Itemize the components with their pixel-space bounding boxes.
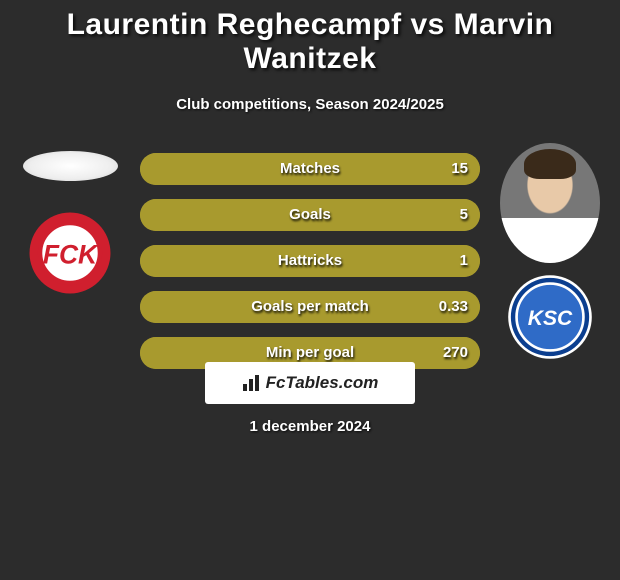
stat-value-right: 1	[460, 245, 468, 277]
subtitle: Club competitions, Season 2024/2025	[0, 96, 620, 113]
club-badge-right: KSC	[506, 273, 594, 361]
left-player-column: FCK	[10, 143, 130, 297]
player-right-photo	[500, 143, 600, 263]
footer-brand-text: FcTables.com	[266, 373, 379, 393]
svg-text:KSC: KSC	[528, 307, 573, 330]
stat-label: Matches	[140, 153, 480, 185]
stat-row: Goals5	[140, 199, 480, 231]
stat-value-right: 5	[460, 199, 468, 231]
fctables-logo: FcTables.com	[205, 362, 415, 404]
stat-label: Goals	[140, 199, 480, 231]
stat-row: Matches15	[140, 153, 480, 185]
stat-bars: Matches15Goals5Hattricks1Goals per match…	[140, 153, 480, 383]
bar-chart-icon	[242, 374, 262, 392]
stat-value-right: 0.33	[439, 291, 468, 323]
svg-text:FCK: FCK	[43, 240, 99, 270]
comparison-panel: FCK KSC Matches15Goals5Hattricks1Goals p…	[0, 143, 620, 393]
right-player-column: KSC	[490, 143, 610, 361]
stat-value-right: 15	[451, 153, 468, 185]
club-badge-left: FCK	[26, 209, 114, 297]
date-text: 1 december 2024	[0, 418, 620, 435]
page-title: Laurentin Reghecampf vs Marvin Wanitzek	[0, 0, 620, 76]
stat-label: Goals per match	[140, 291, 480, 323]
stat-label: Hattricks	[140, 245, 480, 277]
player-left-photo-placeholder	[23, 151, 118, 181]
stat-value-right: 270	[443, 337, 468, 369]
stat-row: Hattricks1	[140, 245, 480, 277]
stat-row: Goals per match0.33	[140, 291, 480, 323]
